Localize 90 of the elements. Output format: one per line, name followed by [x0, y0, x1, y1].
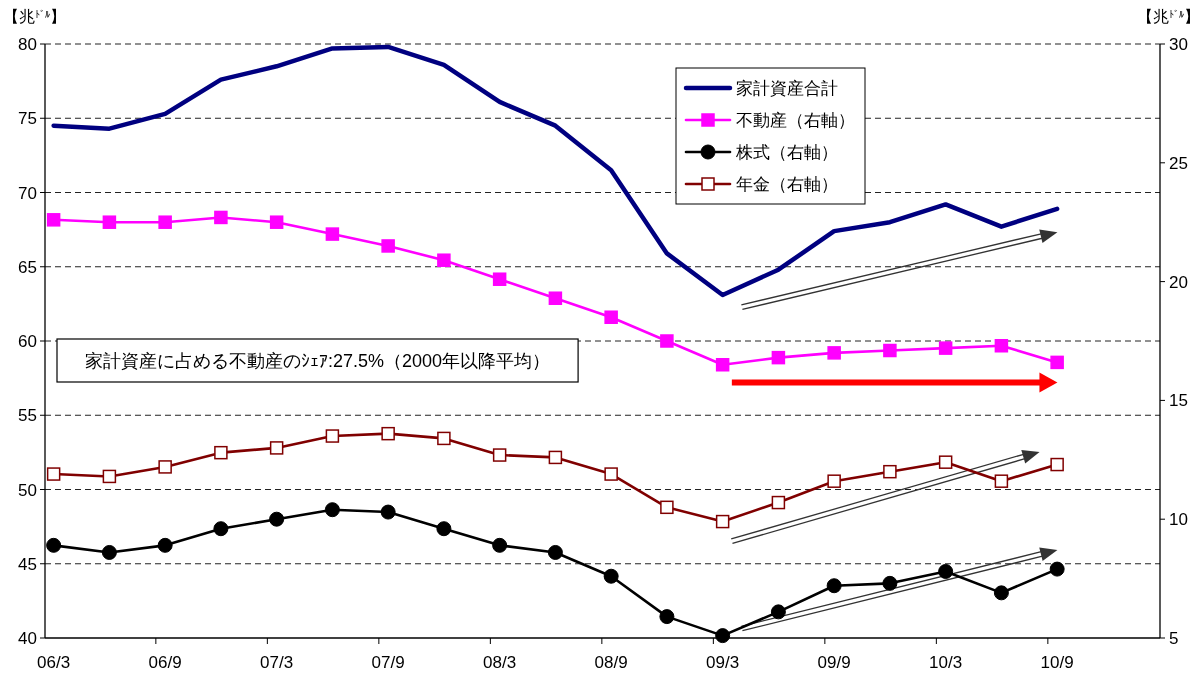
point — [269, 441, 284, 455]
point — [381, 239, 395, 253]
point — [938, 563, 954, 579]
point — [102, 469, 117, 484]
x-tick-label: 09/9 — [817, 653, 851, 672]
point — [436, 521, 452, 537]
point — [214, 445, 228, 460]
point — [102, 215, 117, 229]
y2-tick-label: 15 — [1169, 390, 1188, 410]
point — [771, 350, 786, 365]
annotation: 家計資産に占める不動産のｼｪｱ:27.5%（2000年以降平均） — [56, 338, 579, 383]
point — [492, 537, 508, 553]
y2-tick-label: 5 — [1169, 628, 1179, 648]
point — [380, 504, 396, 520]
point — [1049, 561, 1065, 577]
y-tick-label: 65 — [18, 257, 37, 277]
point — [715, 358, 730, 372]
point — [492, 272, 507, 286]
point — [604, 310, 618, 324]
y-tick-label: 55 — [18, 405, 37, 425]
y-tick-label: 45 — [18, 554, 37, 574]
point — [1050, 457, 1064, 472]
point — [46, 213, 61, 227]
point — [547, 544, 563, 560]
point — [827, 474, 841, 488]
point — [157, 537, 173, 553]
point — [213, 521, 229, 537]
x-tick-label: 06/9 — [148, 653, 182, 672]
point — [492, 448, 507, 462]
point — [548, 291, 563, 305]
x-tick-label: 08/9 — [594, 653, 628, 672]
point — [325, 429, 340, 443]
point — [324, 502, 340, 518]
point — [826, 578, 842, 594]
point — [660, 500, 674, 515]
ylabel: 【兆$^{ﾄﾞﾙ}$】 — [3, 8, 66, 25]
point — [325, 227, 340, 241]
y-tick-label: 50 — [18, 480, 37, 499]
x-tick-label: 06/3 — [37, 653, 71, 672]
point — [715, 628, 731, 644]
point — [158, 215, 172, 229]
y2-tick-label: 30 — [1169, 34, 1188, 54]
point — [771, 495, 786, 510]
point — [993, 585, 1009, 601]
point — [1050, 355, 1064, 370]
y-tick-label: 40 — [18, 628, 37, 648]
y2-tick-label: 10 — [1169, 509, 1188, 529]
legend-label: 年金（右軸） — [736, 174, 838, 194]
point — [269, 511, 285, 527]
point — [158, 460, 172, 474]
point — [437, 431, 451, 446]
y-tick-label: 75 — [18, 108, 37, 128]
point — [994, 339, 1009, 353]
point — [770, 604, 786, 620]
x-tick-label: 10/3 — [929, 653, 963, 672]
y2-tick-label: 25 — [1169, 153, 1188, 173]
point — [883, 343, 897, 358]
point — [46, 537, 62, 553]
point — [381, 426, 395, 441]
point — [938, 341, 953, 355]
x-tick-label: 07/3 — [260, 653, 294, 672]
point — [46, 467, 61, 481]
point — [994, 474, 1009, 488]
x-tick-label: 07/9 — [371, 653, 405, 672]
y2label: 【兆$^{ﾄﾞﾙ}$】 — [1137, 8, 1200, 25]
x-tick-label: 09/3 — [706, 653, 740, 672]
legend-label: 不動産（右軸） — [736, 110, 855, 130]
y-tick-label: 80 — [18, 34, 37, 54]
y2-tick-label: 20 — [1169, 272, 1188, 292]
point — [437, 253, 451, 267]
point — [883, 464, 897, 479]
annotation: 家計資産に占める不動産のｼｪｱ:27.5%（2000年以降平均） — [85, 350, 551, 371]
point — [882, 575, 898, 591]
point — [827, 346, 841, 360]
legend-label: 家計資産合計 — [736, 78, 838, 98]
point — [603, 568, 619, 584]
point — [715, 514, 730, 529]
y-tick-label: 70 — [18, 183, 37, 202]
x-tick-label: 10/9 — [1040, 653, 1074, 672]
point — [269, 215, 284, 229]
point — [101, 544, 117, 560]
point — [659, 609, 675, 625]
point — [548, 450, 563, 465]
y-tick-label: 60 — [18, 331, 37, 351]
point — [604, 467, 618, 481]
point — [214, 210, 228, 225]
legend-label: 株式（右軸） — [735, 142, 838, 162]
point — [660, 334, 674, 348]
x-tick-label: 08/3 — [483, 653, 517, 672]
point — [938, 455, 953, 469]
